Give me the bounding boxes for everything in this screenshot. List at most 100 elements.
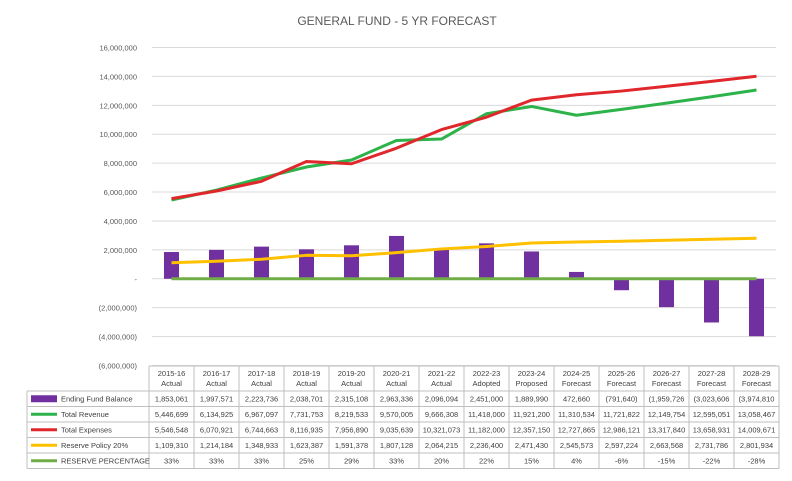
table-cell: -22% — [703, 457, 721, 466]
table-cell: 2,315,108 — [335, 395, 368, 404]
table-cell: 25% — [299, 457, 314, 466]
table-cell: 11,721,822 — [603, 410, 640, 419]
category-status-label: Adopted — [473, 379, 501, 388]
bar-ending-fund-balance — [209, 249, 224, 279]
table-cell: 12,149,754 — [648, 410, 686, 419]
table-cell: 11,182,000 — [468, 426, 505, 435]
category-status-label: Forecast — [742, 379, 772, 388]
category-status-label: Forecast — [652, 379, 682, 388]
table-cell: (3,023,606 — [694, 395, 730, 404]
category-year-label: 2022-23 — [473, 369, 501, 378]
line-total-revenue — [171, 88, 757, 202]
table-cell: 12,727,865 — [558, 426, 596, 435]
table-cell: 6,967,097 — [245, 410, 278, 419]
table-cell: (3,974,810 — [739, 395, 775, 404]
category-year-label: 2024-25 — [563, 369, 591, 378]
table-cell: 1,623,387 — [290, 441, 323, 450]
table-cell: 2,731,786 — [695, 441, 728, 450]
table-cell: 1,591,378 — [335, 441, 368, 450]
category-status-label: Forecast — [562, 379, 592, 388]
category-status-label: Actual — [341, 379, 362, 388]
bar-ending-fund-balance — [659, 278, 674, 308]
table-cell: 2,096,094 — [425, 395, 458, 404]
table-cell: 29% — [344, 457, 359, 466]
table-cell: 22% — [479, 457, 494, 466]
legend-entry: Reserve Policy 20% — [61, 441, 128, 450]
table-cell: 1,997,571 — [200, 395, 233, 404]
table-cell: 13,317,840 — [648, 426, 686, 435]
table-cell: 1,853,061 — [155, 395, 188, 404]
table-cell: 8,219,533 — [335, 410, 368, 419]
table-cell: 6,744,663 — [245, 426, 278, 435]
bar-series — [164, 235, 764, 337]
category-year-label: 2025-26 — [608, 369, 636, 378]
category-year-label: 2028-29 — [743, 369, 771, 378]
table-cell: 5,546,548 — [155, 426, 188, 435]
table-cell: 4% — [571, 457, 582, 466]
table-cell: 1,807,128 — [380, 441, 413, 450]
table-cell: 12,595,051 — [693, 410, 731, 419]
table-cell: 11,921,200 — [513, 410, 550, 419]
table-cell: -6% — [615, 457, 629, 466]
bar-ending-fund-balance — [164, 251, 179, 279]
table-cell: 472,660 — [563, 395, 590, 404]
category-status-label: Proposed — [515, 379, 547, 388]
table-cell: 2,801,934 — [740, 441, 773, 450]
category-status-label: Actual — [431, 379, 452, 388]
category-status-label: Actual — [386, 379, 407, 388]
legend-entry: RESERVE PERCENTAGE — [61, 457, 150, 466]
table-cell: 5,446,699 — [155, 410, 188, 419]
table-cell: 11,418,000 — [468, 410, 505, 419]
table-cell: 2,451,000 — [470, 395, 503, 404]
chart-title: GENERAL FUND - 5 YR FORECAST — [297, 14, 497, 28]
y-tick-label: (4,000,000) — [99, 333, 138, 342]
table-cell: 2,963,336 — [380, 395, 413, 404]
bar-ending-fund-balance — [254, 246, 269, 279]
table-cell: 33% — [254, 457, 269, 466]
table-cell: 33% — [164, 457, 179, 466]
y-tick-label: 14,000,000 — [99, 72, 137, 81]
category-year-label: 2020-21 — [383, 369, 411, 378]
table-cell: 12,986,121 — [603, 426, 641, 435]
table-cell: 9,570,005 — [380, 410, 413, 419]
y-tick-label: 8,000,000 — [104, 159, 137, 168]
bar-ending-fund-balance — [749, 278, 764, 337]
line-series — [171, 74, 757, 281]
table-cell: (1,959,726 — [649, 395, 685, 404]
bar-ending-fund-balance — [524, 251, 539, 279]
bar-ending-fund-balance — [389, 235, 404, 279]
line-total-expenses — [171, 74, 757, 201]
table-cell: 6,070,921 — [200, 426, 233, 435]
table-cell: 1,348,933 — [245, 441, 278, 450]
bar-ending-fund-balance — [569, 271, 584, 279]
category-year-label: 2026-27 — [653, 369, 681, 378]
table-cell: 7,731,753 — [290, 410, 323, 419]
line-reserve-policy — [171, 236, 757, 265]
table-cell: 6,134,925 — [200, 410, 233, 419]
table-cell: 33% — [389, 457, 404, 466]
table-cell: 11,310,534 — [558, 410, 595, 419]
y-tick-label: 12,000,000 — [99, 101, 137, 110]
category-year-label: 2021-22 — [428, 369, 456, 378]
y-tick-label: (2,000,000) — [99, 304, 138, 313]
table-cell: 1,214,184 — [200, 441, 233, 450]
category-year-label: 2016-17 — [203, 369, 231, 378]
legend-entry: Total Expenses — [61, 426, 112, 435]
bar-ending-fund-balance — [434, 248, 449, 279]
table-cell: -15% — [658, 457, 676, 466]
y-axis-ticks: 16,000,000 14,000,000 12,000,000 10,000,000… — [99, 44, 138, 371]
category-year-label: 2023-24 — [518, 369, 546, 378]
bar-ending-fund-balance — [614, 278, 629, 291]
category-status-label: Actual — [296, 379, 317, 388]
category-status-label: Actual — [251, 379, 272, 388]
data-table: 2015-16Actual2016-17Actual2017-18Actual2… — [26, 365, 780, 469]
table-cell: 2,597,224 — [605, 441, 638, 450]
table-cell: 14,009,671 — [738, 426, 776, 435]
y-tick-label: 2,000,000 — [104, 246, 137, 255]
y-tick-label: - — [135, 275, 138, 284]
y-tick-label: 6,000,000 — [104, 188, 137, 197]
category-status-label: Forecast — [697, 379, 727, 388]
table-cell: 2,236,400 — [470, 441, 503, 450]
y-tick-label: 16,000,000 — [99, 44, 137, 53]
